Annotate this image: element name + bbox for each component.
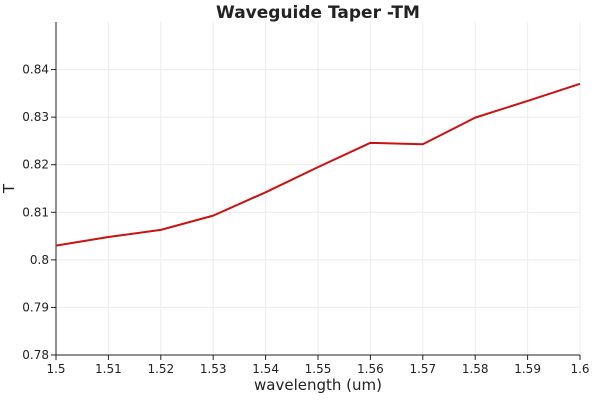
x-tick-label: 1.52 (147, 362, 174, 376)
y-tick-label: 0.84 (22, 63, 49, 77)
y-tick-label: 0.82 (22, 158, 49, 172)
x-tick-label: 1.54 (252, 362, 279, 376)
x-tick-label: 1.53 (200, 362, 227, 376)
y-tick-label: 0.79 (22, 300, 49, 314)
chart-title: Waveguide Taper -TM (216, 3, 420, 23)
y-tick-label: 0.83 (22, 110, 49, 124)
y-tick-label: 0.78 (22, 348, 49, 362)
x-tick-label: 1.6 (570, 362, 589, 376)
y-tick-label: 0.8 (30, 253, 49, 267)
x-axis-title: wavelength (um) (254, 376, 382, 394)
x-tick-label: 1.58 (462, 362, 489, 376)
grid (56, 22, 580, 355)
x-tick-label: 1.59 (514, 362, 541, 376)
x-tick-label: 1.57 (409, 362, 436, 376)
y-axis-title: T (0, 183, 18, 194)
y-tick-label: 0.81 (22, 205, 49, 219)
x-tick-label: 1.51 (95, 362, 122, 376)
x-tick-label: 1.5 (46, 362, 65, 376)
x-tick-label: 1.56 (357, 362, 384, 376)
x-tick-label: 1.55 (305, 362, 332, 376)
ticks: 1.5 1.51 1.52 1.53 1.54 1.55 1.56 1.57 1.58 1.59 1… (22, 63, 589, 376)
